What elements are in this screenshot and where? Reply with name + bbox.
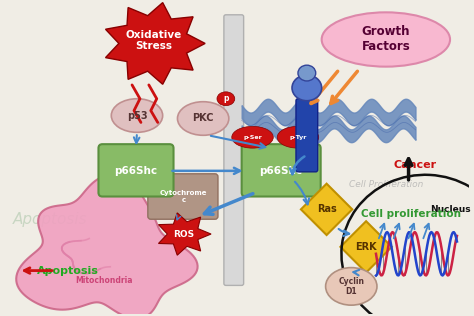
Ellipse shape — [322, 12, 450, 67]
Text: p53: p53 — [127, 111, 147, 120]
Ellipse shape — [298, 65, 316, 81]
Text: Cancer: Cancer — [394, 160, 437, 170]
Text: p·Ser: p·Ser — [243, 135, 262, 140]
Polygon shape — [16, 175, 198, 316]
Text: Nucleus: Nucleus — [430, 205, 470, 214]
FancyBboxPatch shape — [224, 15, 244, 285]
Ellipse shape — [232, 126, 273, 148]
Ellipse shape — [177, 102, 229, 135]
Text: Apoptosis: Apoptosis — [12, 212, 87, 227]
Polygon shape — [106, 3, 205, 84]
Polygon shape — [340, 221, 392, 273]
FancyBboxPatch shape — [148, 174, 218, 219]
Ellipse shape — [326, 268, 377, 305]
Text: Oxidative
Stress: Oxidative Stress — [126, 30, 182, 51]
FancyBboxPatch shape — [242, 144, 321, 197]
Ellipse shape — [111, 99, 163, 132]
Text: Cell Proliferation: Cell Proliferation — [349, 180, 423, 189]
Text: ROS: ROS — [173, 229, 194, 239]
Polygon shape — [301, 184, 352, 235]
Text: p·Tyr: p·Tyr — [289, 135, 307, 140]
Text: Ras: Ras — [317, 204, 337, 214]
Ellipse shape — [277, 126, 319, 148]
Text: Cyclin
D1: Cyclin D1 — [338, 277, 365, 296]
Text: Growth
Factors: Growth Factors — [362, 26, 410, 53]
Text: Apoptosis: Apoptosis — [37, 265, 99, 276]
Ellipse shape — [217, 92, 235, 106]
Polygon shape — [158, 213, 211, 255]
Text: p: p — [223, 94, 228, 103]
Ellipse shape — [292, 75, 322, 101]
FancyBboxPatch shape — [296, 99, 318, 172]
Text: Cell proliferation: Cell proliferation — [361, 209, 461, 219]
Text: PKC: PKC — [192, 113, 214, 124]
Text: Cytochrome
c: Cytochrome c — [160, 190, 207, 203]
Text: Mitochondria: Mitochondria — [76, 276, 133, 285]
Text: ERK: ERK — [356, 242, 377, 252]
Text: p66Shc: p66Shc — [260, 166, 303, 176]
FancyBboxPatch shape — [99, 144, 173, 197]
Text: p66Shc: p66Shc — [114, 166, 157, 176]
